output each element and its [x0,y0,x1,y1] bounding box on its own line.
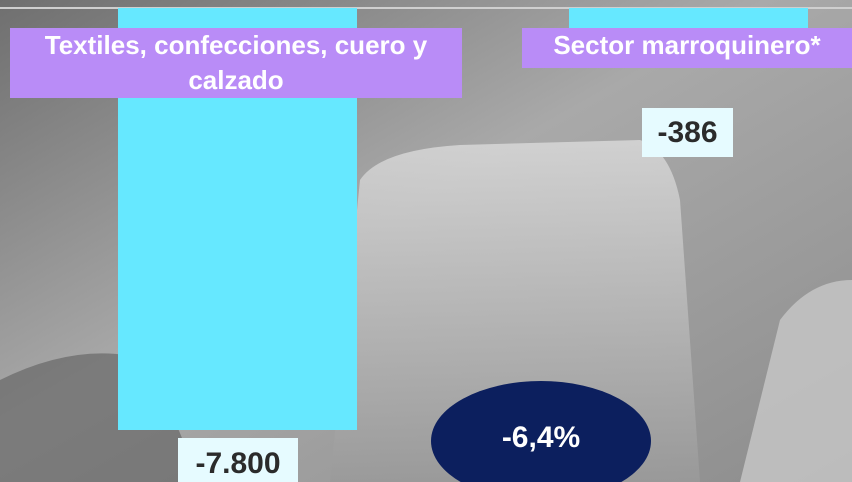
bar [569,8,808,29]
value-label: -386 [642,108,733,157]
slide: Textiles, confecciones, cuero y calzado … [0,0,852,482]
annotation: -6,4% [431,421,651,455]
value-label: -7.800 [178,438,298,482]
category-label: Sector marroquinero* [522,28,852,68]
category-label: Textiles, confecciones, cuero y calzado [10,28,462,98]
